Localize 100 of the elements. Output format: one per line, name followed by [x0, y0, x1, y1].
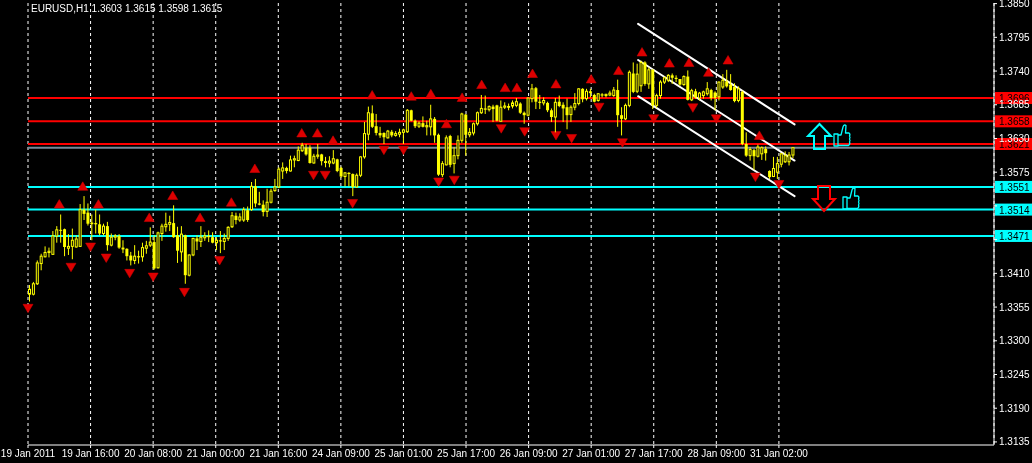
- point: [319, 171, 331, 181]
- point: [511, 82, 523, 92]
- point: [648, 114, 659, 124]
- candlestick: [265, 188, 269, 218]
- point: [249, 163, 261, 173]
- point: [93, 199, 104, 209]
- candlestick: [464, 113, 468, 157]
- candlestick: [483, 95, 487, 115]
- point: [327, 135, 339, 145]
- point: [683, 57, 695, 67]
- candlestick: [744, 131, 748, 158]
- candlestick: [374, 113, 378, 136]
- point: [449, 175, 460, 185]
- candlestick: [405, 108, 409, 134]
- x-tick-label: 25 Jan 01:00: [374, 448, 433, 460]
- point: [124, 269, 135, 279]
- candlestick: [250, 181, 254, 212]
- candlestick: [635, 63, 639, 94]
- y-tick-label: 1.3190: [999, 402, 1031, 414]
- point: [550, 131, 562, 141]
- point: [54, 199, 65, 209]
- candlestick: [433, 116, 437, 144]
- ref-line-label: 1.3551: [999, 181, 1031, 193]
- candlestick: [565, 98, 569, 130]
- candlestick: [51, 230, 55, 256]
- point: [550, 79, 562, 89]
- y-tick-label: 1.3850: [999, 0, 1031, 10]
- point: [425, 88, 437, 98]
- candlestick: [600, 92, 604, 98]
- x-tick-label: 27 Jan 17:00: [624, 448, 684, 460]
- x-tick-label: 27 Jan 01:00: [562, 448, 621, 460]
- point: [296, 128, 308, 138]
- y-tick-label: 1.3135: [999, 436, 1031, 448]
- point: [378, 145, 390, 155]
- y-tick-label: 1.3355: [999, 301, 1031, 313]
- point: [773, 180, 785, 190]
- candlestick: [643, 60, 647, 87]
- point: [308, 171, 319, 181]
- point: [754, 130, 765, 140]
- candlestick: [534, 86, 538, 110]
- point: [226, 197, 237, 207]
- candlestick: [499, 99, 503, 123]
- point: [613, 65, 624, 75]
- candlestick: [686, 69, 690, 101]
- point: [85, 242, 96, 252]
- point: [433, 177, 444, 187]
- point: [441, 119, 452, 129]
- candlestick: [253, 178, 257, 208]
- candlestick: [429, 104, 433, 136]
- point: [566, 134, 577, 144]
- point: [527, 68, 538, 78]
- x-tick-label: 24 Jan 09:00: [311, 448, 371, 460]
- y-tick-label: 1.3795: [999, 31, 1031, 43]
- ref-line-label: 1.3471: [999, 230, 1031, 242]
- point: [194, 212, 206, 222]
- candlestick: [133, 244, 137, 265]
- point: [617, 138, 628, 148]
- chart-title: EURUSD,H1 1.3603 1.3615 1.3598 1.3615: [31, 3, 223, 15]
- point: [499, 82, 511, 92]
- x-tick-label: 20 Jan 08:00: [124, 448, 183, 460]
- point: [593, 102, 605, 112]
- candlestick: [199, 225, 203, 248]
- point: [347, 199, 358, 209]
- x-tick-label: 19 Jan 16:00: [61, 448, 120, 460]
- point: [456, 92, 468, 102]
- point: [519, 127, 530, 137]
- point: [703, 67, 714, 77]
- candlestick: [234, 212, 238, 225]
- point: [143, 212, 155, 222]
- x-tick-label: 28 Jan 09:00: [687, 448, 746, 460]
- ref-line-label: 1.3658: [999, 116, 1031, 128]
- candlestick: [752, 148, 756, 171]
- candlestick: [63, 228, 67, 257]
- candlestick: [382, 131, 386, 145]
- point: [687, 103, 699, 113]
- candlestick: [351, 172, 355, 197]
- x-tick-label: 31 Jan 02:00: [749, 448, 809, 460]
- point: [495, 124, 507, 134]
- candlestick: [176, 226, 180, 264]
- candlestick: [308, 144, 312, 165]
- point: [77, 181, 88, 191]
- candlestick: [639, 60, 643, 93]
- candlestick: [70, 228, 74, 260]
- ref-line-label: 1.3514: [999, 204, 1031, 216]
- point: [398, 145, 409, 155]
- point: [750, 172, 761, 182]
- candlestick: [620, 106, 624, 136]
- point: [366, 90, 378, 100]
- y-tick-label: 1.3575: [999, 166, 1031, 178]
- candlestick: [59, 214, 63, 244]
- candlestick: [553, 97, 557, 133]
- candlestick: [140, 242, 144, 263]
- point: [722, 55, 734, 65]
- candlestick: [421, 115, 425, 128]
- point: [406, 91, 417, 101]
- point: [147, 272, 159, 282]
- point: [65, 262, 77, 272]
- y-tick-label: 1.3245: [999, 369, 1031, 381]
- point: [167, 190, 178, 200]
- point: [214, 256, 225, 266]
